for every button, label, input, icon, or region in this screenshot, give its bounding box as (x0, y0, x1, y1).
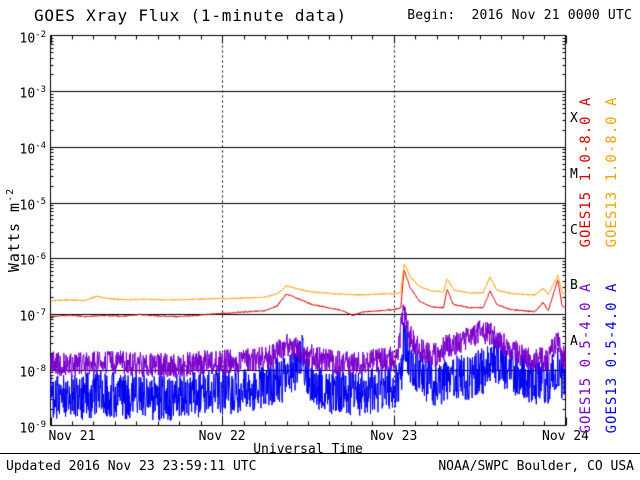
y-tick-label: 10-3 (19, 85, 47, 102)
flare-class-letter: X (570, 111, 578, 127)
legend-goes15-short-channel: GOES15 0.5-4.0 A (578, 282, 594, 434)
flare-class-letter: M (570, 166, 578, 182)
legend-goes13-short-channel: GOES13 0.5-4.0 A (604, 282, 620, 434)
begin-timestamp: Begin: 2016 Nov 21 0000 UTC (407, 8, 632, 23)
y-tick-label: 10-2 (19, 29, 47, 46)
x-tick-label: Nov 23 (370, 429, 418, 444)
flare-class-letter: B (570, 278, 578, 294)
y-tick-label: 10-7 (19, 308, 47, 325)
flare-class-letter: A (570, 333, 578, 349)
y-tick-label: 10-6 (19, 252, 47, 269)
chart-title: GOES Xray Flux (1-minute data) (34, 6, 347, 25)
legend-goes15-long-channel: GOES15 1.0-8.0 A (578, 96, 594, 248)
footer-divider-line (0, 453, 640, 454)
y-tick-label: 10-5 (19, 196, 47, 213)
updated-timestamp: Updated 2016 Nov 23 23:59:11 UTC (6, 459, 257, 474)
x-axis-label: Universal Time (253, 442, 363, 457)
x-tick-label: Nov 21 (48, 429, 96, 444)
x-tick-label: Nov 22 (198, 429, 246, 444)
x-tick-label: Nov 24 (542, 429, 589, 444)
y-tick-label: 10-4 (19, 140, 47, 158)
source-attribution: NOAA/SWPC Boulder, CO USA (438, 459, 634, 474)
y-tick-label: 10-9 (19, 419, 47, 436)
flare-class-letter: C (570, 222, 578, 238)
y-tick-label: 10-8 (19, 363, 47, 381)
legend-goes13-long-channel: GOES13 1.0-8.0 A (604, 96, 620, 248)
